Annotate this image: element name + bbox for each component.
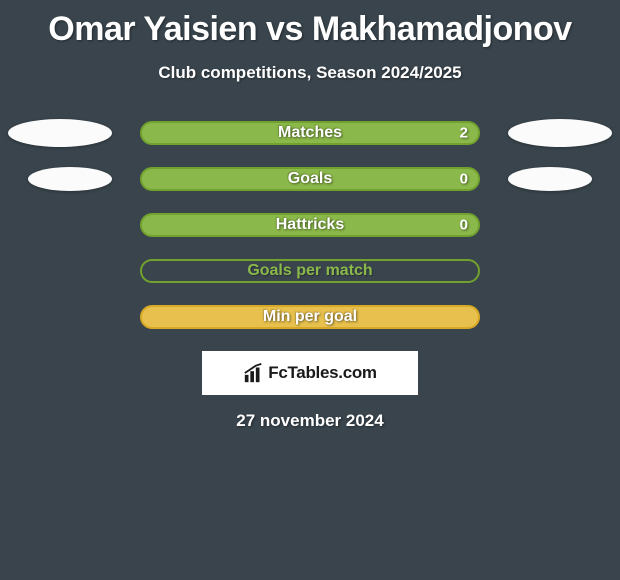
stat-bar: Goals per match [140, 259, 480, 283]
stat-bar: Min per goal [140, 305, 480, 329]
stat-label: Goals [288, 170, 332, 188]
stat-value: 2 [460, 125, 468, 142]
stat-row: Goals 0 [0, 167, 620, 191]
stat-label: Goals per match [247, 262, 372, 280]
stat-label: Min per goal [263, 308, 357, 326]
logo-text: FcTables.com [268, 363, 377, 383]
stat-row: Hattricks 0 [0, 213, 620, 237]
page-title: Omar Yaisien vs Makhamadjonov [0, 0, 620, 49]
right-value-marker [508, 167, 592, 191]
source-logo[interactable]: FcTables.com [202, 351, 418, 395]
stat-bar: Goals 0 [140, 167, 480, 191]
chart-icon [243, 362, 265, 384]
left-value-marker [8, 119, 112, 147]
date-label: 27 november 2024 [0, 411, 620, 431]
stat-row: Min per goal [0, 305, 620, 329]
stat-bar: Matches 2 [140, 121, 480, 145]
stat-label: Hattricks [276, 216, 344, 234]
stat-value: 0 [460, 217, 468, 234]
subtitle: Club competitions, Season 2024/2025 [0, 63, 620, 83]
stat-bar: Hattricks 0 [140, 213, 480, 237]
left-value-marker [28, 167, 112, 191]
stat-label: Matches [278, 124, 342, 142]
right-value-marker [508, 119, 612, 147]
stats-table: Matches 2 Goals 0 Hattricks 0 [0, 121, 620, 329]
stat-value: 0 [460, 171, 468, 188]
stat-row: Goals per match [0, 259, 620, 283]
stat-row: Matches 2 [0, 121, 620, 145]
